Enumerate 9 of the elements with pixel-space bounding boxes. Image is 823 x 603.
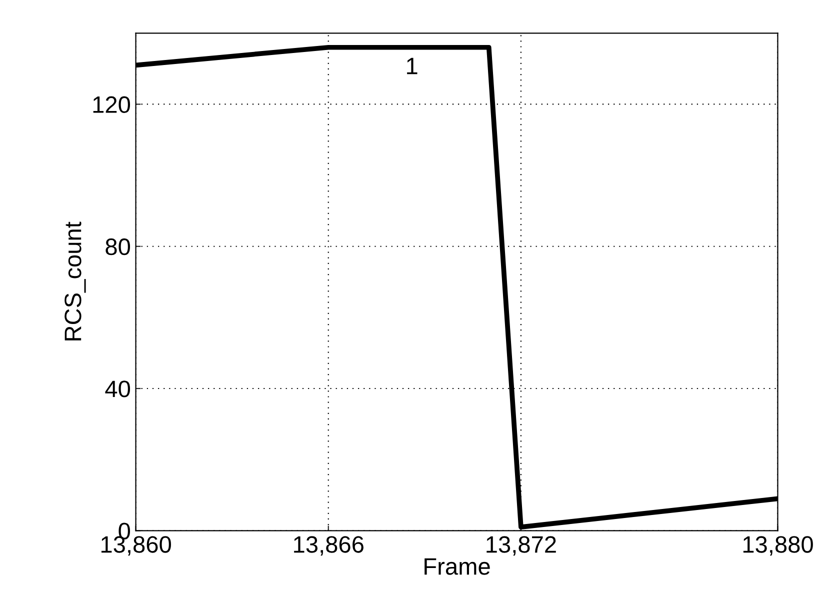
- x-tick-label: 13,866: [294, 536, 364, 556]
- y-axis-title: RCS_count: [64, 222, 86, 340]
- y-tick-label: 40: [105, 380, 130, 398]
- x-axis-title: Frame: [424, 558, 490, 575]
- y-tick-label: 80: [106, 238, 130, 256]
- x-tick-label: 13,880: [743, 536, 813, 556]
- x-tick-label: 13,872: [486, 536, 556, 556]
- y-tick-label: 120: [93, 96, 130, 114]
- annotation: 1: [407, 58, 418, 74]
